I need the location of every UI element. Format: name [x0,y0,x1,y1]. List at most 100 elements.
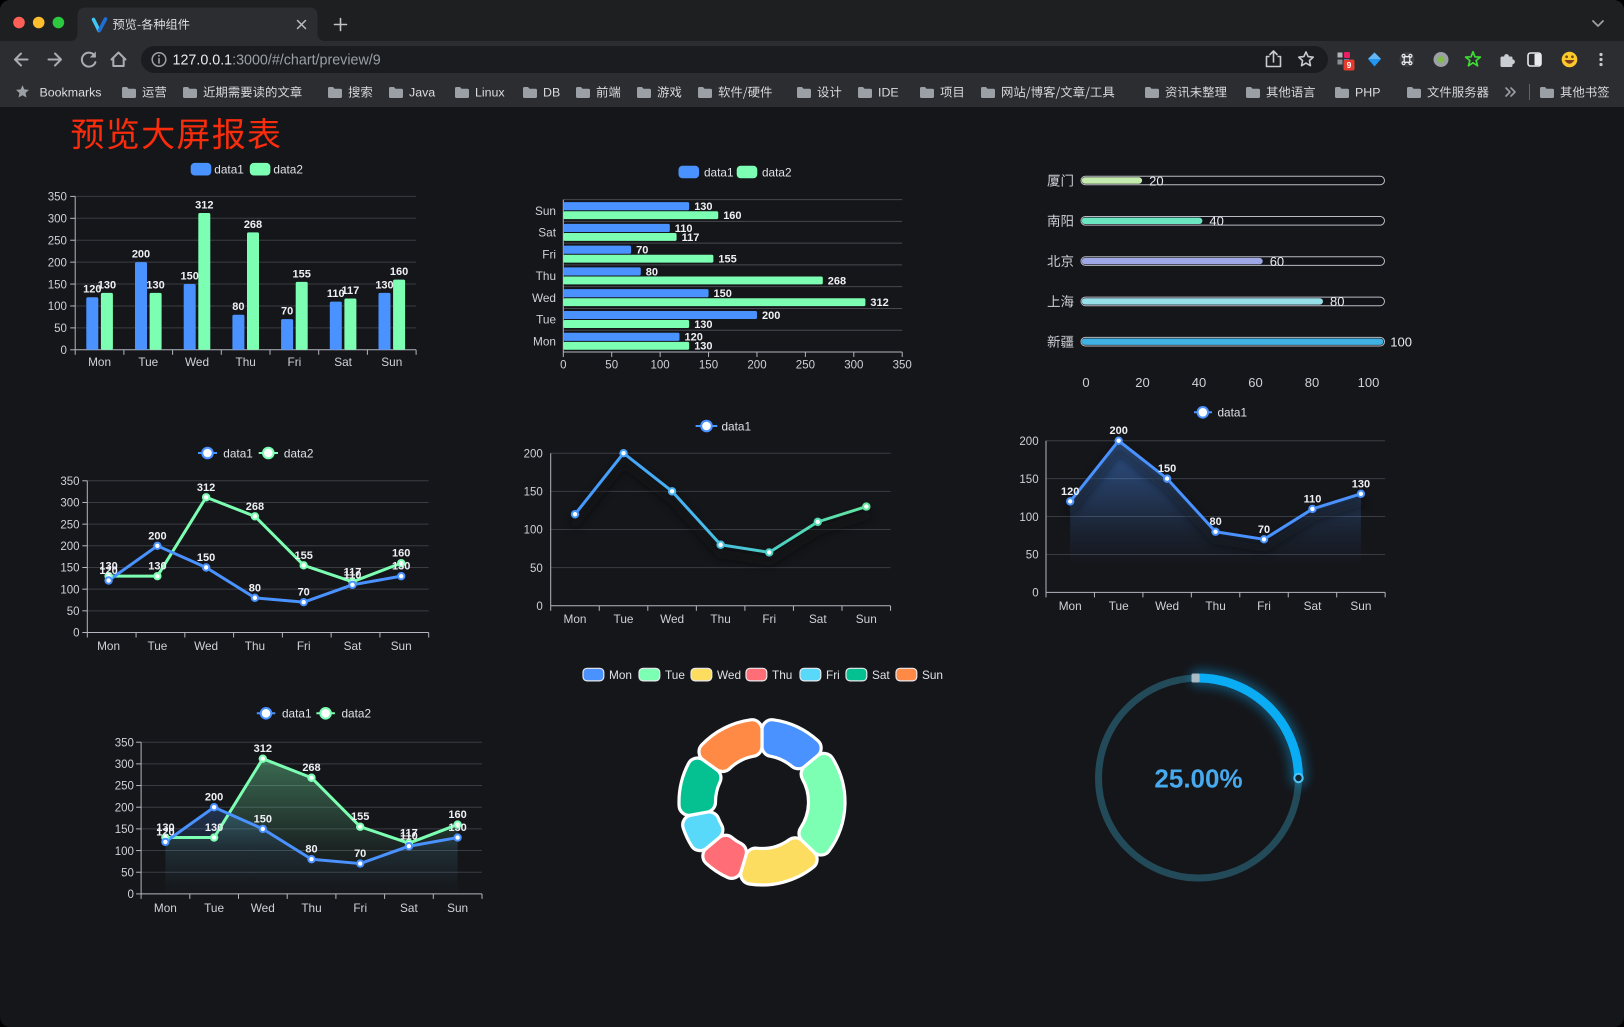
svg-text:150: 150 [1019,474,1038,486]
svg-text:Java: Java [409,86,435,100]
svg-text:data1: data1 [223,446,253,460]
svg-text:Tue: Tue [204,901,224,915]
svg-text:20: 20 [1135,375,1149,390]
svg-text:130: 130 [99,561,117,573]
svg-text:0: 0 [73,628,79,640]
svg-text:130: 130 [375,279,393,291]
svg-text:0: 0 [127,889,133,901]
svg-text:80: 80 [249,582,261,594]
svg-text:160: 160 [723,210,741,222]
svg-text:200: 200 [132,249,150,261]
svg-text:DB: DB [543,86,560,100]
svg-text::3000/#/chart/preview/9: :3000/#/chart/preview/9 [232,53,381,69]
svg-text:Mon: Mon [97,639,120,653]
svg-text:data1: data1 [1218,406,1248,420]
svg-text:70: 70 [281,306,293,318]
svg-text:350: 350 [893,360,912,372]
svg-text:350: 350 [115,737,134,749]
svg-text:150: 150 [699,360,718,372]
svg-text:Sun: Sun [391,639,412,653]
svg-text:Fri: Fri [542,247,556,261]
svg-text:70: 70 [354,848,366,860]
svg-text:160: 160 [392,548,410,560]
svg-text:40: 40 [1192,375,1206,390]
svg-text:250: 250 [115,781,134,793]
svg-text:Sun: Sun [856,612,877,626]
svg-text:130: 130 [694,201,712,213]
svg-text:200: 200 [524,448,543,460]
svg-text:50: 50 [67,606,80,618]
svg-text:200: 200 [1019,436,1038,448]
svg-text:50: 50 [605,360,618,372]
svg-text:70: 70 [1258,524,1270,536]
svg-text:Sun: Sun [381,355,402,369]
svg-text:150: 150 [181,271,199,283]
svg-text:Thu: Thu [245,639,265,653]
svg-text:130: 130 [98,279,116,291]
svg-text:Fri: Fri [762,612,776,626]
svg-text:100: 100 [651,360,670,372]
svg-text:Sun: Sun [447,901,468,915]
svg-text:Thu: Thu [536,269,556,283]
svg-text:60: 60 [1248,375,1262,390]
svg-text:Tue: Tue [1109,599,1129,613]
svg-text:Wed: Wed [717,668,741,682]
svg-text:Fri: Fri [297,639,311,653]
svg-text:120: 120 [99,565,117,577]
svg-text:127.0.0.1: 127.0.0.1 [173,53,233,69]
svg-text:80: 80 [1209,516,1221,528]
svg-text:data1: data1 [214,163,244,177]
svg-text:100: 100 [1019,512,1038,524]
svg-text:120: 120 [156,826,174,838]
svg-text:150: 150 [254,813,272,825]
svg-text:155: 155 [718,254,736,266]
svg-text:268: 268 [828,275,846,287]
svg-text:155: 155 [351,811,369,823]
svg-text:60: 60 [1270,254,1284,269]
svg-text:100: 100 [1358,375,1380,390]
svg-text:Mon: Mon [533,334,556,348]
svg-text:Tue: Tue [614,612,634,626]
svg-text:130: 130 [392,561,410,573]
svg-text:PHP: PHP [1355,86,1380,100]
svg-text:117: 117 [400,828,418,840]
svg-text:250: 250 [60,519,79,531]
svg-text:Tue: Tue [665,668,685,682]
svg-text:80: 80 [232,301,244,313]
svg-text:130: 130 [146,279,164,291]
svg-text:110: 110 [400,831,418,843]
svg-text:Sat: Sat [400,901,418,915]
svg-text:117: 117 [682,232,700,244]
svg-text:data1: data1 [282,707,312,721]
svg-text:110: 110 [1304,494,1322,506]
svg-text:70: 70 [636,245,648,257]
svg-text:data2: data2 [762,165,792,179]
svg-text:300: 300 [60,498,79,510]
svg-text:312: 312 [195,200,213,212]
svg-text:9: 9 [1347,60,1352,70]
svg-text:Tue: Tue [147,639,167,653]
svg-text:Mon: Mon [88,355,111,369]
svg-text:268: 268 [244,219,262,231]
svg-text:117: 117 [342,285,360,297]
svg-text:130: 130 [1352,478,1370,490]
svg-text:110: 110 [344,569,362,581]
svg-text:200: 200 [60,541,79,553]
svg-text:Fri: Fri [826,668,840,682]
svg-text:20: 20 [1149,173,1163,188]
svg-text:0: 0 [1082,375,1089,390]
svg-text:Wed: Wed [660,612,684,626]
svg-text:250: 250 [796,360,815,372]
svg-text:Sun: Sun [922,668,943,682]
svg-text:150: 150 [524,487,543,499]
svg-text:120: 120 [685,332,703,344]
svg-text:data1: data1 [722,419,752,433]
svg-text:data2: data2 [342,707,372,721]
svg-text:300: 300 [115,759,134,771]
svg-text:200: 200 [115,802,134,814]
svg-text:350: 350 [60,476,79,488]
svg-text:200: 200 [48,257,67,269]
svg-text:Wed: Wed [185,355,209,369]
svg-text:Sat: Sat [809,612,827,626]
svg-text:150: 150 [197,552,215,564]
